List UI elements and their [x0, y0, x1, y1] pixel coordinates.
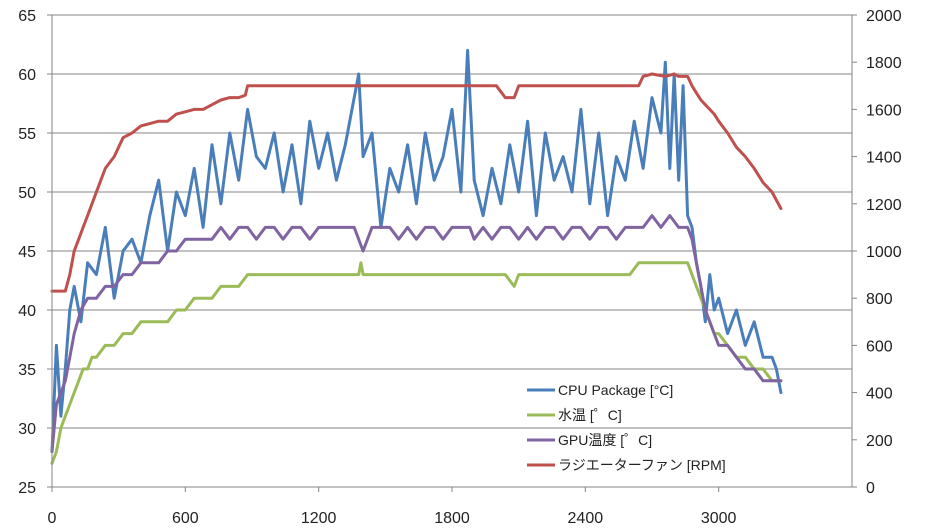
- y-left-tick-label: 35: [18, 362, 36, 379]
- y-right-tick-label: 800: [866, 291, 893, 308]
- series-line-1: [50, 261, 783, 465]
- x-tick-label: 3000: [701, 510, 737, 527]
- x-tick-label: 600: [172, 510, 199, 527]
- legend-label-2: GPU温度 [゜C]: [558, 432, 652, 448]
- y-right-tick-label: 1000: [866, 244, 902, 261]
- series-lines: [50, 48, 783, 465]
- legend-label-1: 水温 [゜C]: [558, 407, 622, 423]
- series-line-0: [50, 48, 783, 454]
- x-tick-label: 1200: [301, 510, 337, 527]
- y-left-tick-label: 50: [18, 185, 36, 202]
- x-tick-label: 0: [48, 510, 57, 527]
- y-left-tick-label: 55: [18, 126, 36, 143]
- legend: CPU Package [°C] 水温 [゜C] GPU温度 [゜C] ラジエーターフ…: [527, 382, 726, 473]
- y-left-tick-label: 65: [18, 8, 36, 25]
- series-line-2: [50, 214, 783, 454]
- series-line-3: [50, 72, 783, 293]
- y-right-tick-label: 1400: [866, 150, 902, 167]
- y-right-tick-label: 1600: [866, 102, 902, 119]
- y-left-tick-label: 40: [18, 303, 36, 320]
- y-right-tick-label: 200: [866, 433, 893, 450]
- y-left-tick-label: 25: [18, 480, 36, 497]
- y-right-tick-label: 400: [866, 386, 893, 403]
- y-left-tick-label: 30: [18, 421, 36, 438]
- legend-label-3: ラジエーターファン [RPM]: [558, 457, 726, 473]
- y-right-tick-label: 1800: [866, 55, 902, 72]
- y-right-tick-label: 1200: [866, 197, 902, 214]
- y-right-tick-label: 0: [866, 480, 875, 497]
- x-tick-label: 2400: [568, 510, 604, 527]
- y-left-tick-label: 45: [18, 244, 36, 261]
- legend-label-0: CPU Package [°C]: [558, 382, 673, 398]
- y-right-tick-label: 2000: [866, 8, 902, 25]
- y-left-tick-label: 60: [18, 67, 36, 84]
- y-right-tick-label: 600: [866, 338, 893, 355]
- axes: 25 30 35 40 45 50 55 60 65 0 200 400 600 800 1000 1200 1…: [18, 8, 901, 527]
- x-tick-label: 1800: [434, 510, 470, 527]
